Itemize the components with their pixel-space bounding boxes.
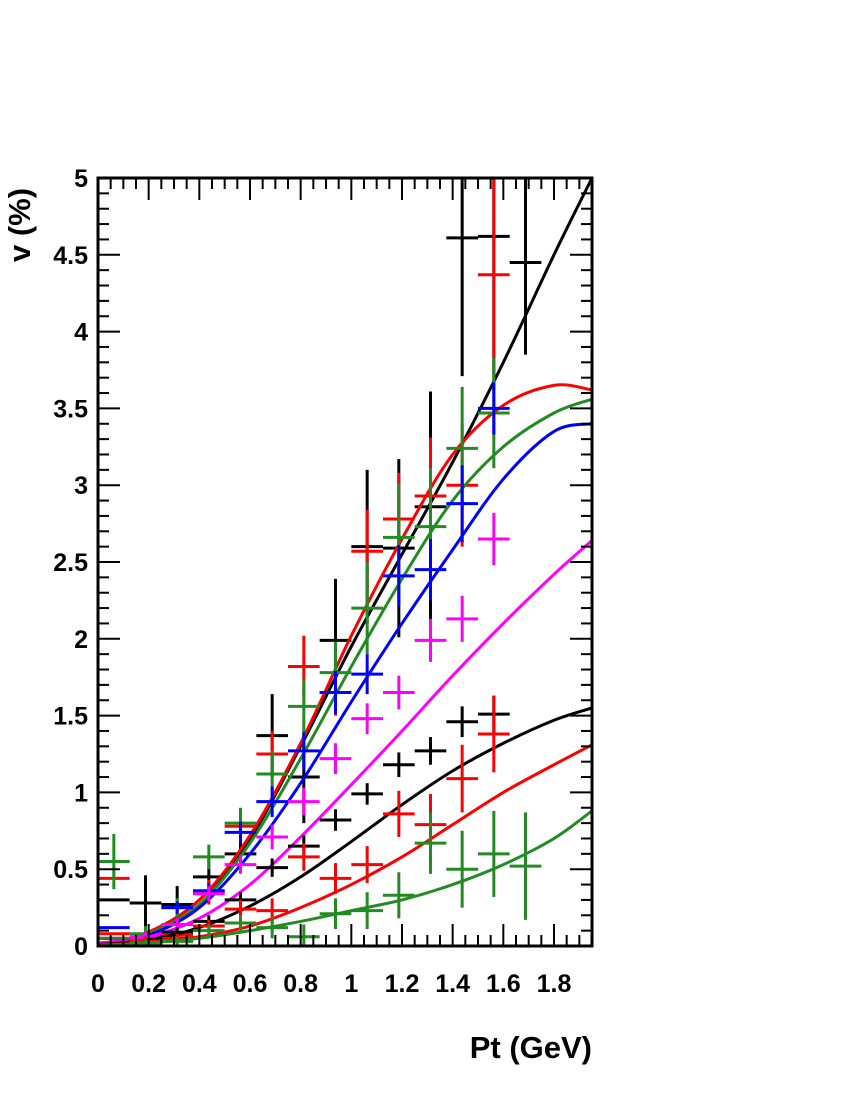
series-layer [97,177,594,948]
series-2 [97,178,593,948]
y-tick-label: 4 [74,319,88,347]
data-point [478,512,510,566]
y-tick-label: 0.5 [53,856,88,884]
data-point [383,675,415,710]
plot-frame [96,176,594,948]
data-point [319,863,352,894]
data-point [446,706,478,738]
data-point [478,178,510,375]
data-point [351,703,383,735]
x-tick-label: 1.6 [486,970,521,998]
data-point [319,898,352,930]
data-point [98,833,130,890]
data-point [193,844,225,870]
x-tick-label: 1.4 [435,970,470,998]
x-tick-label: 1.2 [385,970,420,998]
data-point [383,752,415,778]
data-point [351,654,383,695]
data-point [478,810,510,897]
data-point [319,671,352,715]
x-tick-label: 1 [344,970,358,998]
y-tick-label: 5 [74,165,88,193]
data-point [383,545,415,607]
data-point [351,562,383,655]
y-tick-label: 4.5 [53,242,88,270]
data-point [288,680,320,733]
data-point [224,821,257,844]
data-point [193,886,225,902]
data-point [256,824,288,850]
data-point [414,737,447,765]
data-point [509,812,542,920]
data-point [351,783,383,805]
fit-curve [97,177,594,948]
data-point [509,178,542,355]
data-point [383,790,415,837]
data-point [224,855,257,874]
data-point [161,936,193,946]
data-point [319,743,352,774]
y-tick-label: 2 [74,626,88,654]
series-4 [97,382,593,948]
y-tick-label: 3.5 [53,395,88,423]
data-point [256,786,288,817]
data-point [224,899,257,919]
x-tick-label: 0.2 [131,970,166,998]
series-1 [97,177,594,948]
x-tick-label: 0 [91,970,105,998]
y-axis-title: v (%) [2,188,37,262]
fit-curve [97,422,593,948]
data-point [478,695,510,773]
data-point [256,916,288,939]
data-point [414,618,447,662]
x-tick-label: 0.8 [283,970,318,998]
data-point [193,924,225,937]
x-tick-label: 0.6 [233,970,268,998]
data-point [288,924,320,946]
y-tick-label: 0 [74,933,88,961]
data-point [288,843,320,871]
data-point [256,858,288,877]
data-point [351,892,383,930]
data-point [129,875,162,931]
x-tick-label: 1.8 [537,970,572,998]
data-point [288,732,320,770]
y-tick-label: 2.5 [53,549,88,577]
series-5 [97,512,593,945]
data-point [288,787,320,816]
x-axis-title: Pt (GeV) [470,1030,592,1065]
data-point [414,538,447,601]
series-8 [97,809,593,948]
data-point [446,465,478,543]
data-point [446,178,478,377]
axes-layer: 0 0.2 0.4 0.6 0.8 1 1.2 1.4 1.6 1.8 0 0.5 1 1.5 2 2.5 3 3… [53,165,594,998]
data-point [478,382,510,435]
data-point [319,809,352,831]
data-point [383,872,415,919]
y-tick-label: 3 [74,472,88,500]
data-point [446,595,478,642]
data-point [351,846,383,884]
fit-curve [97,539,593,945]
data-point [161,901,193,914]
x-tick-label: 0.4 [182,970,217,998]
fit-curve [97,397,593,948]
data-point [446,830,478,908]
y-tick-label: 1 [74,779,88,807]
y-tick-label: 1.5 [53,703,88,731]
data-point [446,744,478,813]
data-point [414,812,447,874]
data-point [224,915,257,931]
fit-curve [97,383,593,948]
